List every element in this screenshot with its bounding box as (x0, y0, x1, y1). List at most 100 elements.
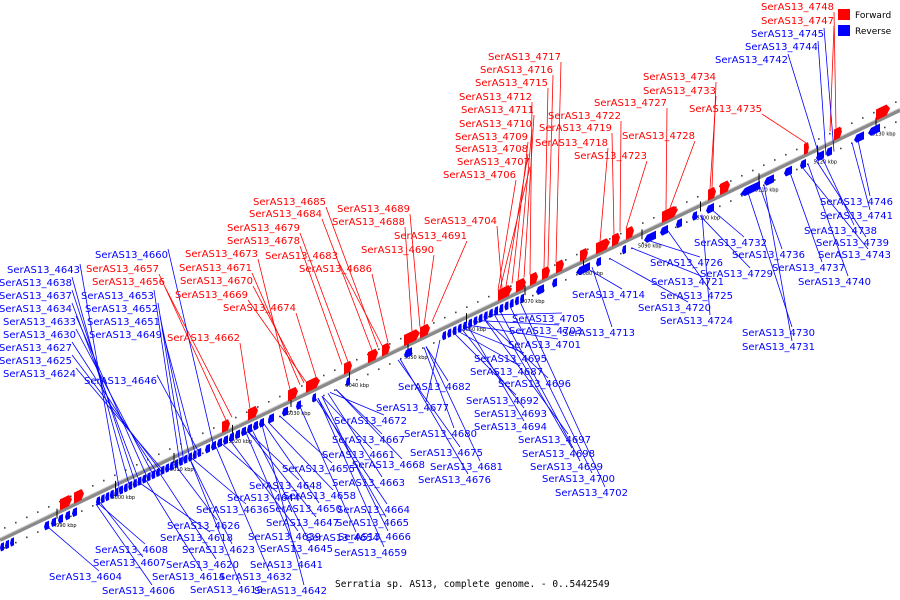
gene-label: SerAS13_4606 (102, 586, 175, 597)
gene-label: SerAS13_4748 (761, 2, 834, 13)
forward-gene-arrow (248, 405, 258, 421)
ruler-dot (323, 394, 325, 397)
leader-line (325, 206, 379, 348)
gene-label: SerAS13_4684 (249, 209, 322, 220)
reverse-gene-arrow (72, 507, 77, 518)
gene-label: SerAS13_4659 (334, 548, 407, 559)
gene-label: SerAS13_4676 (418, 475, 491, 486)
leader-line (431, 240, 468, 322)
tick-label: 5130 kbp (872, 131, 896, 137)
reverse-gene-arrow (229, 432, 234, 442)
reverse-gene-arrow (478, 313, 483, 323)
tick-label: 5020 kbp (229, 439, 253, 445)
ruler-dot (444, 316, 446, 319)
gene-label: SerAS13_4719 (539, 123, 612, 134)
gene-label: SerAS13_4732 (694, 238, 767, 249)
reverse-gene-arrow (740, 180, 760, 197)
reverse-gene-arrow (192, 450, 197, 460)
ruler-dot (15, 541, 17, 544)
gene-label: SerAS13_4685 (253, 197, 326, 208)
ruler-dot (862, 117, 864, 119)
gene-label: SerAS13_4706 (443, 170, 516, 181)
gene-label: SerAS13_4693 (474, 409, 547, 420)
ruler-dot (763, 164, 765, 167)
leader-line (47, 526, 100, 572)
gene-label: SerAS13_4630 (3, 330, 76, 341)
label-leader-lines (47, 11, 871, 586)
leader-line (327, 393, 383, 478)
reverse-gene-arrow (473, 316, 478, 326)
gene-label: SerAS13_4712 (459, 92, 532, 103)
gene-label: SerAS13_4644 (227, 493, 300, 504)
gene-label: SerAS13_4679 (227, 223, 300, 234)
ruler-dot (26, 516, 28, 519)
gene-label: SerAS13_4682 (398, 382, 471, 393)
forward-gene-arrow (306, 376, 320, 393)
leader-line (789, 172, 823, 263)
leader-line (467, 326, 525, 422)
ruler-dot (367, 353, 369, 356)
forward-gene-arrow (420, 323, 430, 339)
gene-label: SerAS13_4714 (572, 290, 645, 301)
forward-gene-arrow (368, 348, 378, 364)
reverse-gene-arrow (58, 513, 63, 524)
ruler-dot (213, 427, 215, 429)
leader-line (469, 325, 559, 340)
leader-line (669, 140, 696, 209)
leader-line (479, 320, 560, 326)
reverse-gene-arrow (660, 224, 668, 236)
ruler-dot (147, 458, 149, 461)
reverse-gene-arrow (764, 174, 774, 186)
ruler-dot (510, 285, 512, 287)
reverse-gene-arrow (442, 330, 446, 341)
leader-line (251, 429, 311, 544)
ruler-dot (565, 279, 567, 281)
reverse-gene-arrow (296, 400, 301, 410)
gene-label: SerAS13_4746 (820, 197, 893, 208)
leader-line (423, 254, 435, 326)
gene-label: SerAS13_4692 (466, 396, 539, 407)
ruler-dot (59, 500, 61, 503)
leader-line (619, 120, 622, 232)
gene-label: SerAS13_4614 (152, 572, 225, 583)
ruler-dot (730, 180, 732, 182)
gene-label: SerAS13_4661 (322, 450, 395, 461)
leader-line (699, 215, 751, 269)
ruler-dot (334, 389, 336, 392)
gene-label: SerAS13_4729 (700, 269, 773, 280)
leader-line (145, 480, 203, 572)
tick-label: 5100 kbp (697, 215, 721, 221)
leader-line (279, 415, 333, 464)
reverse-gene-arrow (552, 277, 557, 288)
ruler-dot (719, 185, 721, 188)
reverse-gene-arrow (494, 306, 498, 316)
gene-label: SerAS13_4633 (3, 317, 76, 328)
ruler-dot (26, 536, 28, 539)
leader-line (631, 247, 702, 277)
ruler-dot (675, 226, 677, 229)
gene-label: SerAS13_4742 (715, 55, 788, 66)
ruler-dot (114, 474, 116, 477)
leader-line (189, 459, 241, 585)
ruler-dot (752, 169, 754, 172)
ruler-dot (202, 452, 204, 455)
leader-line (761, 113, 807, 144)
gene-label: SerAS13_4672 (334, 416, 407, 427)
ruler-dot (587, 248, 589, 251)
reverse-gene-arrow (128, 480, 133, 491)
ruler-dot (873, 111, 875, 114)
ruler-dot (620, 252, 622, 255)
gene-label: SerAS13_4707 (457, 157, 530, 168)
ruler-dot (488, 295, 490, 298)
ruler-dot (301, 385, 303, 387)
reverse-gene-arrow (800, 158, 806, 170)
reverse-gene-arrow (692, 210, 697, 221)
reverse-gene-arrow (100, 494, 105, 504)
gene-label: SerAS13_4698 (522, 449, 595, 460)
forward-gene-arrow (498, 285, 512, 302)
reverse-gene-arrow (65, 510, 70, 521)
ruler-dot (257, 406, 259, 408)
reverse-gene-arrow (247, 423, 252, 434)
gene-label: SerAS13_4650 (269, 504, 342, 515)
